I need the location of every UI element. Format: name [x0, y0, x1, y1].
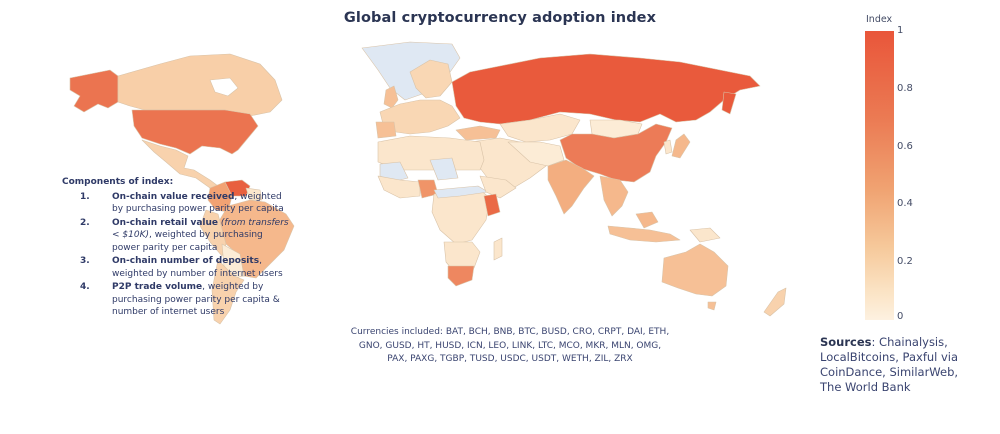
region-uk: [383, 85, 399, 109]
component-item: 2. On-chain retail value (from transfers…: [62, 217, 292, 255]
region-west-africa: [377, 175, 421, 199]
component-detail: , weighted by purchasing power parity pe…: [112, 191, 284, 215]
sources-text: : Chainalysis, LocalBitcoins, Paxful via…: [820, 335, 959, 394]
region-papua: [689, 227, 721, 243]
component-detail: , weighted by number of internet users: [112, 256, 283, 279]
region-tasmania: [707, 301, 717, 311]
sources-label: Sources: [820, 335, 872, 349]
region-iberia: [375, 121, 397, 139]
region-south-africa: [447, 265, 475, 287]
colorbar-tick: 0.2: [897, 256, 913, 267]
component-title: On-chain number of deposits: [112, 256, 260, 266]
currencies-line: GNO, GUSD, HT, HUSD, ICN, LEO, LINK, LTC…: [358, 340, 662, 351]
region-japan: [671, 133, 691, 159]
region-china: [559, 123, 673, 183]
region-australia: [661, 243, 729, 297]
component-detail: , weighted by purchasing power parity pe…: [112, 282, 280, 317]
region-korea: [663, 139, 673, 155]
colorbar-tick: 1: [897, 25, 904, 36]
colorbar-tick: 0: [897, 311, 904, 322]
region-india: [547, 159, 595, 215]
region-mexico: [141, 139, 219, 189]
region-turkey: [455, 125, 501, 141]
component-number: 3.: [80, 256, 90, 266]
region-scandinavia: [409, 59, 453, 99]
region-kenya: [483, 193, 501, 217]
currencies-line: Currencies included: BAT, BCH, BNB, BTC,…: [350, 327, 670, 337]
region-central-africa: [431, 189, 491, 245]
component-detail: , weighted by purchasing power parity pe…: [112, 230, 263, 253]
region-kamchatka: [721, 91, 737, 115]
region-madagascar: [493, 237, 503, 261]
components-heading: Components of index:: [62, 177, 174, 187]
region-chad-nodata: [429, 157, 459, 181]
colorbar-tick: 0.6: [897, 141, 913, 152]
component-number: 1.: [80, 191, 90, 202]
component-title: P2P trade volume: [112, 282, 203, 292]
component-title: On-chain value received: [112, 191, 235, 202]
index-components: Components of index: 1. On-chain value r…: [62, 176, 292, 320]
region-indonesia: [607, 225, 681, 243]
region-russia: [451, 53, 761, 125]
region-southeast-asia: [599, 175, 629, 217]
component-note: (from transfers < $10K): [112, 217, 289, 241]
region-united-states: [131, 109, 259, 155]
chart-title: Global cryptocurrency adoption index: [343, 10, 657, 26]
sources-note: Sources: Chainalysis, LocalBitcoins, Pax…: [820, 335, 970, 395]
region-horn-of-africa: [479, 175, 517, 199]
components-list: 1. On-chain value received, weighted by …: [62, 191, 292, 319]
currencies-line: PAX, PAXG, TGBP, TUSD, USDC, USDT, WETH,…: [387, 354, 633, 364]
region-borneo: [635, 211, 659, 229]
component-number: 2.: [80, 217, 90, 228]
currencies-included: Currencies included: BAT, BCH, BNB, BTC,…: [330, 326, 690, 367]
region-new-zealand: [763, 287, 787, 317]
region-iran-afghanistan: [507, 141, 565, 167]
region-alaska: [69, 69, 119, 113]
component-item: 4. P2P trade volume, weighted by purchas…: [62, 281, 292, 319]
region-peru: [199, 209, 227, 257]
colorbar: [865, 31, 894, 320]
region-canada: [117, 53, 283, 117]
legend-title: Index: [866, 14, 893, 25]
world-map: [69, 41, 787, 325]
component-item: 1. On-chain value received, weighted by …: [62, 191, 292, 216]
colorbar-tick: 0.8: [897, 83, 913, 94]
component-title: On-chain retail value: [112, 217, 218, 228]
colorbar-tick: 0.4: [897, 198, 913, 209]
component-number: 4.: [80, 282, 90, 292]
component-item: 3. On-chain number of deposits, weighted…: [62, 255, 292, 280]
region-hudson-bay: [209, 77, 239, 97]
region-argentina: [211, 259, 245, 325]
region-central-band-nodata: [433, 185, 489, 199]
region-guianas: [245, 187, 263, 201]
